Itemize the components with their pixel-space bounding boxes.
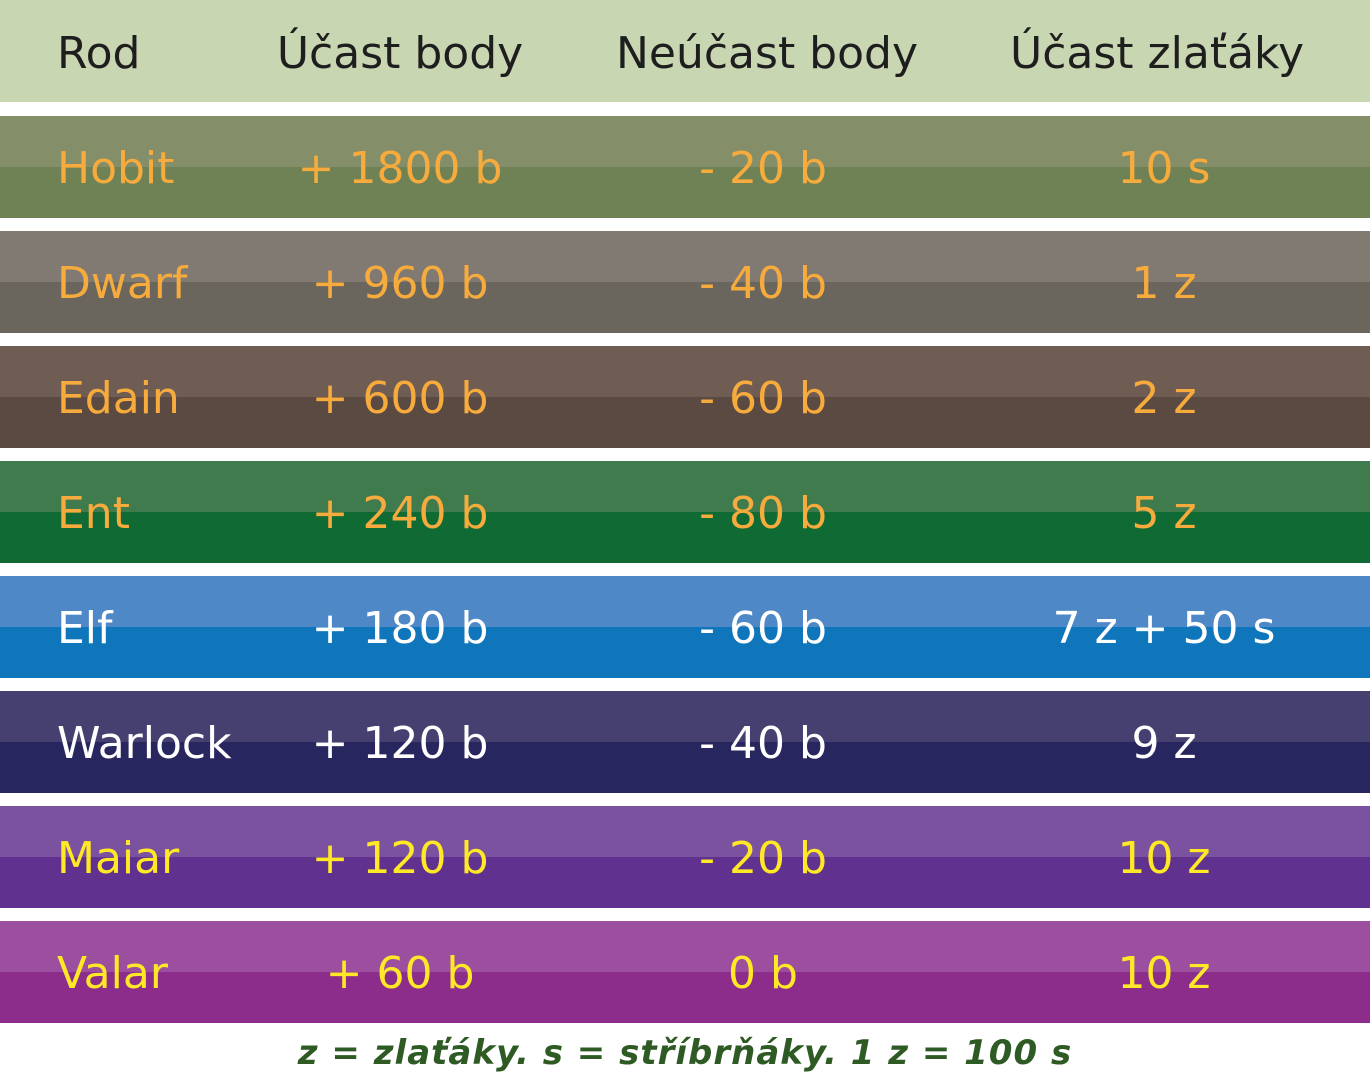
table-row: Maiar + 120 b - 20 b 10 z: [0, 806, 1370, 908]
currency-note: z = zlaťáky. s = stříbrňáky. 1 z = 100 s: [297, 1033, 1073, 1073]
row-band-bottom: [0, 627, 1370, 678]
row-band-top: [0, 691, 1370, 742]
cell-ucast: + 240 b: [311, 488, 489, 539]
row-band-bottom: [0, 282, 1370, 333]
cell-zlataky: 9 z: [1131, 718, 1197, 769]
table-row: Ent + 240 b - 80 b 5 z: [0, 461, 1370, 563]
cell-neucast: - 20 b: [699, 833, 827, 884]
cell-zlataky: 1 z: [1131, 258, 1197, 309]
row-band-bottom: [0, 742, 1370, 793]
cell-rod: Elf: [57, 603, 113, 654]
cell-neucast: - 40 b: [699, 718, 827, 769]
row-band-top: [0, 921, 1370, 972]
cell-neucast: - 60 b: [699, 603, 827, 654]
cell-rod: Ent: [57, 488, 130, 539]
cell-rod: Edain: [57, 373, 180, 424]
table-row: Valar + 60 b 0 b 10 z: [0, 921, 1370, 1023]
row-band-bottom: [0, 972, 1370, 1023]
row-band-top: [0, 231, 1370, 282]
cell-ucast: + 120 b: [311, 718, 489, 769]
row-band-bottom: [0, 397, 1370, 448]
row-band-top: [0, 461, 1370, 512]
header-ucast-body: Účast body: [276, 28, 524, 79]
cell-rod: Maiar: [57, 833, 180, 884]
cell-ucast: + 60 b: [325, 948, 475, 999]
cell-neucast: - 60 b: [699, 373, 827, 424]
table-row: Dwarf + 960 b - 40 b 1 z: [0, 231, 1370, 333]
header-ucast-zlataky: Účast zlaťáky: [1010, 28, 1304, 79]
cell-ucast: + 180 b: [311, 603, 489, 654]
cell-rod: Valar: [57, 948, 168, 999]
table-header: Rod Účast body Neúčast body Účast zlaťák…: [0, 0, 1370, 102]
table-row: Edain + 600 b - 60 b 2 z: [0, 346, 1370, 448]
table-row: Hobit + 1800 b - 20 b 10 s: [0, 116, 1370, 218]
row-band-bottom: [0, 512, 1370, 563]
row-band-top: [0, 346, 1370, 397]
cell-ucast: + 600 b: [311, 373, 489, 424]
cell-ucast: + 120 b: [311, 833, 489, 884]
cell-zlataky: 10 z: [1117, 948, 1211, 999]
cell-neucast: - 80 b: [699, 488, 827, 539]
cell-zlataky: 2 z: [1131, 373, 1197, 424]
row-band-top: [0, 806, 1370, 857]
cell-neucast: 0 b: [728, 948, 798, 999]
cell-rod: Dwarf: [57, 258, 188, 309]
table-row: Warlock + 120 b - 40 b 9 z: [0, 691, 1370, 793]
cell-zlataky: 7 z + 50 s: [1052, 603, 1276, 654]
cell-ucast: + 1800 b: [297, 143, 503, 194]
cell-rod: Hobit: [57, 143, 175, 194]
table-row: Elf + 180 b - 60 b 7 z + 50 s: [0, 576, 1370, 678]
header-neucast-body: Neúčast body: [615, 28, 919, 79]
header-rod: Rod: [57, 28, 141, 79]
row-band-bottom: [0, 167, 1370, 218]
row-band-bottom: [0, 857, 1370, 908]
cell-zlataky: 10 z: [1117, 833, 1211, 884]
cell-ucast: + 960 b: [311, 258, 489, 309]
cell-neucast: - 40 b: [699, 258, 827, 309]
cell-zlataky: 5 z: [1131, 488, 1197, 539]
cell-rod: Warlock: [57, 718, 232, 769]
row-band-top: [0, 576, 1370, 627]
cell-zlataky: 10 s: [1117, 143, 1211, 194]
row-band-top: [0, 116, 1370, 167]
cell-neucast: - 20 b: [699, 143, 827, 194]
